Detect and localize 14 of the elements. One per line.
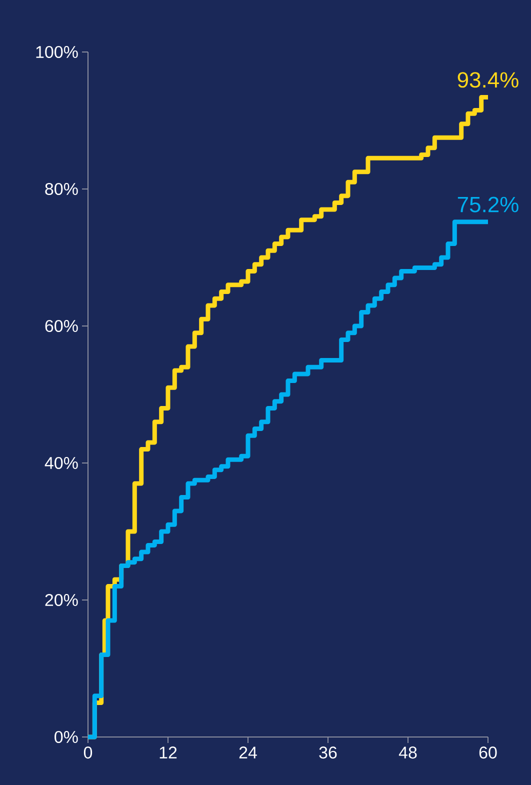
y-tick-label: 40% (44, 456, 78, 470)
x-tick-label: 0 (84, 746, 92, 759)
y-tick-label: 80% (45, 182, 78, 196)
x-tick-label: 60 (479, 746, 497, 759)
y-tick-label: 60% (45, 320, 78, 332)
x-tick-label: 24 (239, 746, 257, 758)
y-tick-label: 100% (36, 46, 78, 58)
x-tick-label: 36 (319, 746, 337, 759)
annotation: 75.2% (458, 196, 518, 212)
y-tick-label: 0% (54, 730, 78, 744)
y-tick-label: 20% (45, 594, 78, 606)
x-tick-label: 12 (160, 746, 177, 758)
annotation: 93.4% (458, 72, 518, 88)
x-tick-label: 48 (398, 746, 417, 759)
